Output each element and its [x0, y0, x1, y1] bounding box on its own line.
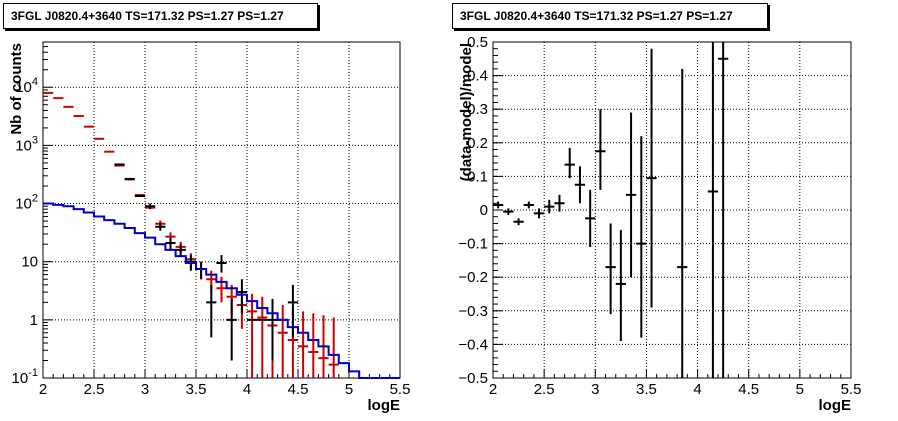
c0-y-tick-label: 1	[30, 312, 38, 329]
c1-y-axis-title: (data-model)/model	[458, 43, 475, 181]
c1-y-tick-label: −0.4	[458, 336, 488, 353]
c0-series1-data-point	[216, 255, 227, 273]
c1-series0-data-point	[503, 208, 514, 216]
c1-x-axis-title: logE	[819, 397, 852, 414]
c0-series0-data-point	[298, 311, 309, 378]
c0-series1-data-point	[155, 222, 166, 231]
c0-x-tick-label: 2.5	[84, 381, 105, 398]
c1-series0-data-point	[585, 189, 596, 247]
c0-y-tick-label: 102	[15, 193, 38, 213]
c0-series1-data-point	[226, 298, 237, 361]
c1-series0-data-point	[554, 194, 565, 212]
c0-series1-data-point	[196, 261, 207, 280]
c1-x-tick-label: 3.5	[636, 381, 657, 398]
c1-series0-data-point	[523, 201, 534, 209]
c0-y-tick-label: 10	[21, 254, 38, 271]
c0-series1-data-point	[267, 298, 278, 361]
c1-series0-data-point	[595, 109, 606, 190]
c0-series1-data-point	[236, 279, 247, 314]
c0-x-tick-label: 4.5	[288, 381, 309, 398]
c0-y-tick-label: 103	[15, 134, 38, 154]
c0-y-axis-title: Nb of counts	[8, 43, 25, 135]
c0-y-tick-label: 104	[15, 76, 38, 96]
c1-y-tick-label: −0.2	[458, 269, 488, 286]
c1-series0-data-point	[533, 208, 545, 219]
c1-series0-data-point	[707, 42, 719, 378]
c0-x-tick-label: 4	[243, 381, 251, 398]
c1-x-tick-label: 4.5	[738, 381, 759, 398]
c1-y-tick-label: 0.5	[467, 34, 488, 51]
c1-series0-data-point	[493, 201, 504, 209]
c1-series0-data-point	[677, 68, 688, 378]
c0-series1-data-point	[165, 237, 176, 250]
c1-y-tick-label: 0.3	[467, 101, 488, 118]
c1-y-tick-label: −0.5	[458, 370, 488, 387]
c0-x-tick-label: 5.5	[390, 381, 411, 398]
right-chart-title: 3FGL J0820.4+3640 TS=171.32 PS=1.27 PS=1…	[452, 3, 768, 29]
c1-x-tick-label: 5.5	[841, 381, 862, 398]
c0-x-tick-label: 3.5	[186, 381, 207, 398]
c0-x-tick-label: 3	[141, 381, 149, 398]
c0-series1-data-point	[175, 244, 186, 258]
c1-x-tick-label: 2	[489, 381, 497, 398]
c1-series0-data-point	[646, 48, 657, 308]
c1-y-tick-label: 0	[480, 202, 488, 219]
c1-series0-data-point	[564, 147, 575, 179]
c0-series0-data-point	[308, 313, 319, 378]
c0-series0-data-point	[216, 276, 227, 303]
c1-series0-data-point	[636, 136, 647, 338]
c1-x-tick-label: 5	[796, 381, 804, 398]
c1-x-tick-label: 2.5	[534, 381, 555, 398]
c1-x-tick-label: 4	[693, 381, 701, 398]
c0-series0-data-point	[247, 293, 258, 378]
c1-y-tick-label: −0.3	[458, 303, 488, 320]
c1-y-tick-label: 0.4	[467, 68, 488, 85]
c0-model-step-line	[43, 202, 400, 379]
c1-x-tick-label: 3	[591, 381, 599, 398]
c1-series0-data-point	[718, 42, 729, 378]
c0-x-axis-title: logE	[368, 397, 401, 414]
c0-x-tick-label: 2	[39, 381, 47, 398]
c0-x-tick-label: 5	[345, 381, 353, 398]
c1-series0-data-point	[605, 223, 616, 315]
c1-series0-data-point	[615, 230, 626, 342]
c0-plot-frame	[42, 41, 401, 379]
c0-series0-data-point	[328, 317, 339, 378]
c1-series0-data-point	[574, 166, 586, 204]
c1-series0-data-point	[625, 112, 637, 278]
c0-series1-data-point	[287, 284, 298, 338]
c1-plot-frame	[492, 41, 852, 379]
c1-series0-data-point	[544, 199, 555, 214]
c0-series1-data-point	[206, 284, 217, 338]
c1-y-tick-label: −0.1	[458, 236, 488, 253]
c0-y-tick-label: 10-1	[12, 367, 38, 387]
c1-y-tick-label: 0.1	[467, 168, 488, 185]
left-chart-title: 3FGL J0820.4+3640 TS=171.32 PS=1.27 PS=1…	[3, 3, 318, 29]
c1-series0-data-point	[513, 218, 524, 226]
c0-series1-data-point	[145, 203, 156, 210]
c1-y-tick-label: 0.2	[467, 135, 488, 152]
c0-series0-data-point	[277, 305, 288, 378]
c0-series0-data-point	[257, 296, 268, 378]
